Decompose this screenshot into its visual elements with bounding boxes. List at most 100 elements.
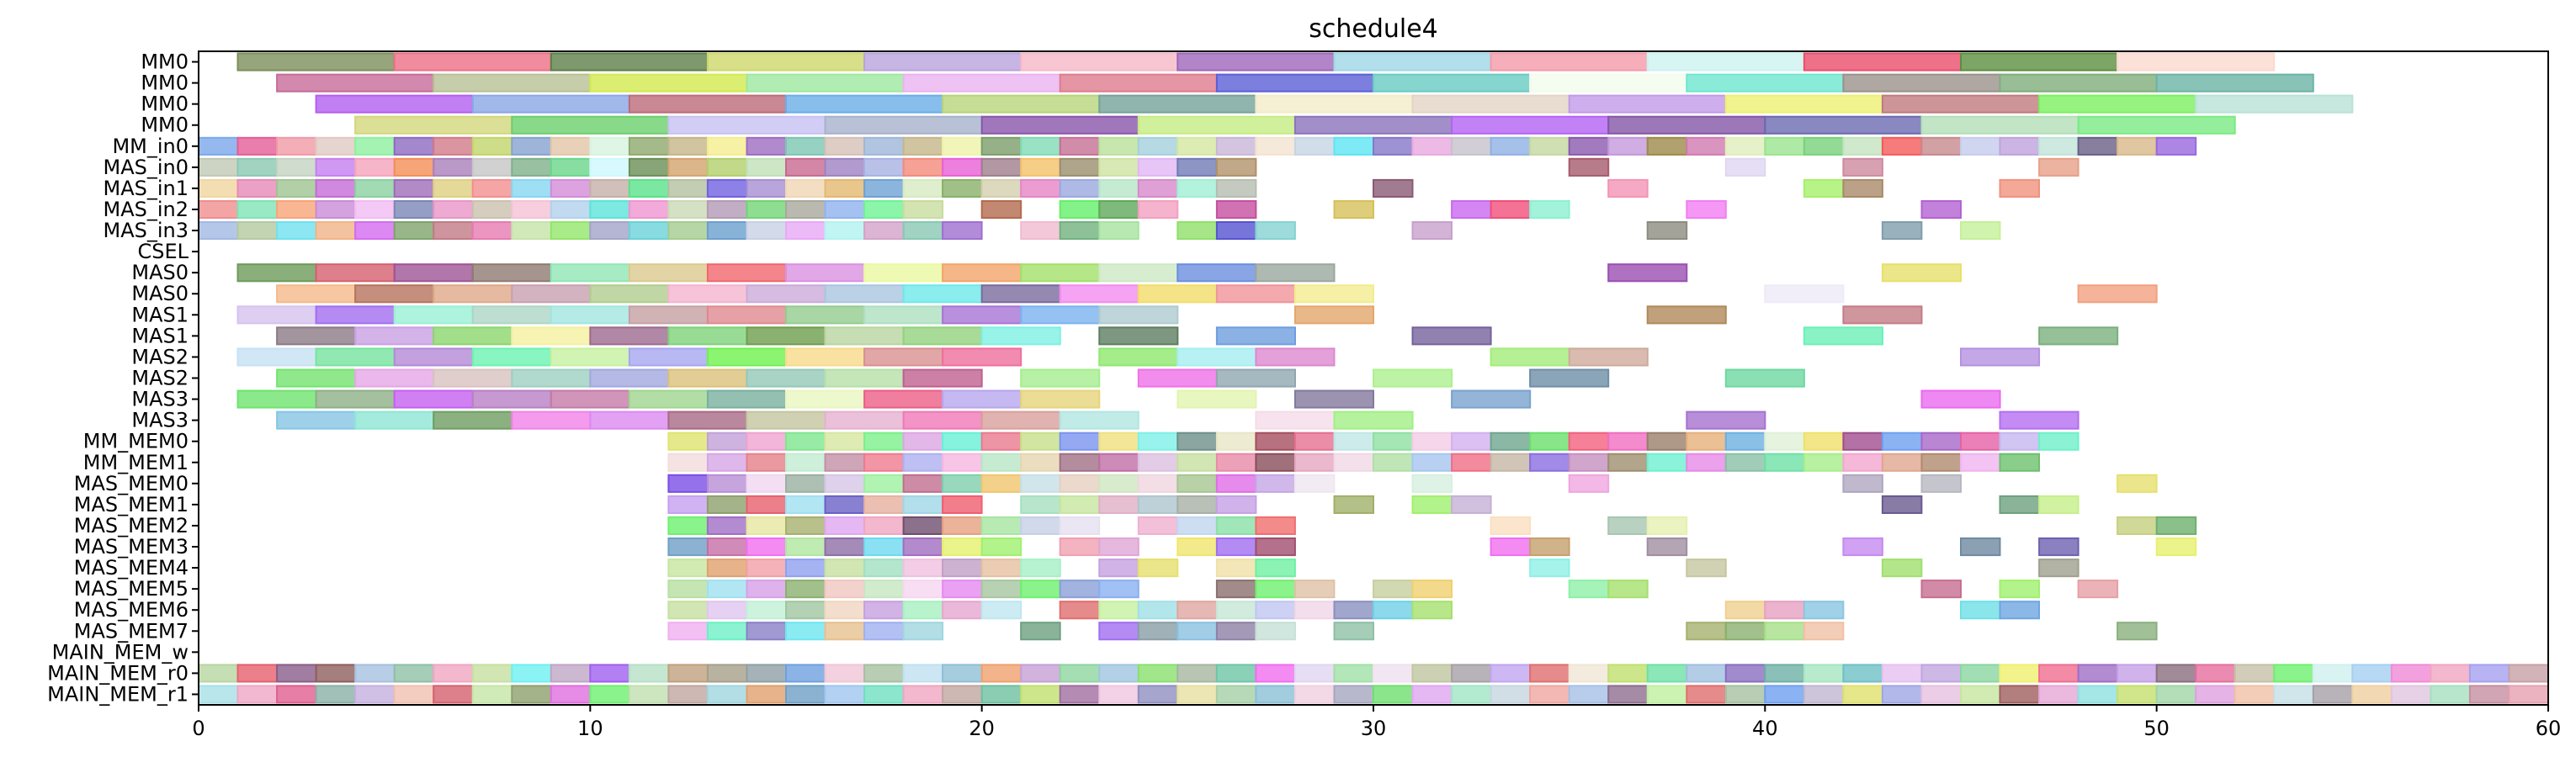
task-bar — [1020, 474, 1061, 493]
task-bar — [236, 263, 317, 283]
task-bar — [1059, 136, 1101, 156]
task-bar — [1373, 664, 1414, 683]
y-tick-label: MAS_MEM4 — [74, 556, 189, 580]
task-bar — [1333, 410, 1414, 430]
task-bar — [1842, 305, 1923, 325]
task-bar — [315, 221, 357, 241]
task-bar — [1842, 474, 1883, 493]
task-bar — [1842, 157, 1883, 177]
task-bar — [1098, 136, 1139, 156]
task-bar — [1724, 368, 1805, 388]
task-bar — [667, 200, 709, 220]
task-bar — [1059, 685, 1101, 704]
task-bar — [1215, 601, 1257, 620]
task-bar — [785, 347, 866, 367]
task-bar — [667, 601, 709, 620]
task-bar — [354, 326, 435, 346]
task-bar — [276, 410, 357, 430]
task-bar — [980, 136, 1022, 156]
task-bar — [1255, 622, 1296, 641]
task-bar — [1803, 601, 1845, 620]
task-bar — [667, 284, 748, 304]
task-bar — [1333, 664, 1374, 683]
task-bar — [1293, 453, 1336, 472]
task-bar — [863, 516, 905, 536]
task-bar — [1333, 136, 1374, 156]
task-bar — [746, 178, 787, 198]
task-bar — [276, 664, 317, 683]
task-bar — [1255, 474, 1296, 493]
task-bar — [667, 622, 709, 641]
task-bar — [1724, 622, 1766, 641]
task-bar — [2077, 664, 2119, 683]
task-bar — [1529, 685, 1570, 704]
task-bar — [1411, 453, 1453, 472]
task-bar — [315, 157, 357, 177]
task-bar — [1293, 664, 1336, 683]
task-bar — [315, 389, 396, 409]
task-bar — [863, 52, 1022, 71]
task-bar — [1960, 52, 2119, 71]
task-bar — [471, 263, 552, 283]
task-bar — [1881, 453, 1923, 472]
task-bar — [1215, 178, 1257, 198]
task-bar — [1646, 664, 1688, 683]
task-bar — [1803, 431, 1845, 451]
task-bar — [706, 221, 748, 241]
task-bar — [824, 136, 865, 156]
task-bar — [902, 136, 944, 156]
task-bar — [863, 558, 905, 578]
task-bar — [785, 558, 826, 578]
task-bar — [746, 431, 787, 451]
task-bar — [746, 685, 787, 704]
task-bar — [236, 664, 278, 683]
task-bar — [902, 685, 944, 704]
task-bar — [276, 178, 317, 198]
task-bar — [2038, 685, 2079, 704]
task-bar — [1373, 431, 1414, 451]
task-bar — [2390, 685, 2432, 704]
task-bar — [1881, 495, 1923, 515]
task-bar — [1020, 263, 1101, 283]
task-bar — [902, 474, 944, 493]
task-bar — [1568, 453, 1610, 472]
task-bar — [1137, 558, 1179, 578]
task-bar — [433, 284, 513, 304]
task-bar — [393, 157, 435, 177]
task-bar — [198, 221, 239, 241]
task-bar — [1059, 221, 1101, 241]
task-bar — [824, 685, 865, 704]
task-bar — [1529, 73, 1688, 93]
task-bar — [511, 685, 552, 704]
task-bar — [863, 453, 905, 472]
task-bar — [1255, 136, 1296, 156]
task-bar — [354, 284, 435, 304]
y-tick-label: MM_in0 — [112, 135, 189, 158]
task-bar — [1881, 558, 1923, 578]
task-bar — [785, 305, 866, 325]
task-bar — [1215, 431, 1257, 451]
task-bar — [1020, 495, 1061, 515]
task-bar — [1842, 136, 1883, 156]
task-bar — [785, 431, 826, 451]
task-bar — [1137, 178, 1179, 198]
x-tick-label: 60 — [2536, 717, 2562, 740]
task-bar — [902, 221, 944, 241]
task-bar — [667, 516, 709, 536]
task-bar — [1529, 537, 1570, 557]
task-bar — [667, 453, 709, 472]
task-bar — [1255, 94, 1414, 114]
task-bar — [942, 580, 983, 599]
task-bar — [1803, 178, 1845, 198]
task-bar — [1020, 431, 1061, 451]
task-bar — [1881, 431, 1923, 451]
task-bar — [589, 157, 630, 177]
task-bar — [393, 52, 552, 71]
task-bar — [1411, 326, 1492, 346]
task-bar — [902, 326, 983, 346]
task-bar — [1646, 685, 1688, 704]
task-bar — [1724, 157, 1766, 177]
task-bar — [1059, 453, 1101, 472]
task-bar — [471, 200, 513, 220]
task-bar — [1920, 453, 1962, 472]
